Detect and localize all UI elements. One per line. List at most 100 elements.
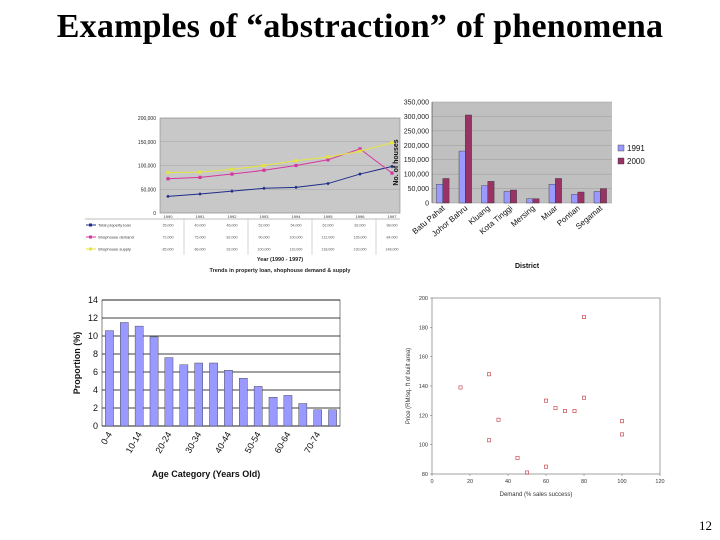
y-tick-label: 250,000 [404,128,429,135]
table-cell: 62,000 [323,224,334,228]
y-tick-label: 12 [88,313,98,323]
y-tick-label: 50,000 [141,187,157,193]
x-axis-label: District [515,263,540,270]
data-point [166,171,170,175]
x-tick-label: 100 [617,479,626,485]
x-tick-label: 1996 [356,214,366,219]
legend-label: Shophouse supply [98,247,131,252]
bar [555,178,562,204]
bar-chart-age-distribution: 0 2 4 6 8 10 12 14 0-4 10-14 20-24 30-34 40-44 50-54 6… [72,295,341,479]
x-tick-label: 50-54 [243,430,263,455]
x-tick-label: 120 [655,479,664,485]
x-axis-label: Age Category (Years Old) [152,469,261,479]
table-cell: 100,000 [258,248,271,252]
y-tick-label: 4 [93,385,98,395]
bar [510,189,517,204]
series-line-1 [167,148,393,180]
data-point [358,149,362,153]
scatter-point [487,372,491,377]
y-tick-label: 100,000 [138,164,156,170]
data-point [230,167,234,171]
series-line-0 [167,165,393,197]
table-cell: 72,000 [163,236,174,240]
bar [577,191,585,204]
bar [571,194,579,204]
x-tick-label: 40 [505,479,511,485]
y-tick-label: 160 [419,355,428,361]
scatter-point [458,385,463,390]
table-cell: 90,000 [259,236,270,240]
table-cell: 100,000 [290,236,303,240]
x-tick-label: 1992 [228,214,238,219]
y-tick-label: 300,000 [404,114,429,121]
legend-marker [89,247,92,251]
series-line-2 [167,142,393,174]
data-point [262,163,266,168]
x-tick-label: 20-24 [153,430,173,455]
line-chart-property-trends: 0 50,000 100,000 150,000 200,000 1990 1991 1992… [85,116,401,274]
scatter-point [582,315,586,319]
y-tick-label: 0 [153,211,156,217]
table-cell: 35,000 [163,224,174,228]
bar [120,322,129,427]
y-tick-label: 150,000 [404,157,429,164]
legend-label: 2000 [627,157,645,166]
table-cell: 46,000 [227,224,238,228]
x-tick-label: 20 [467,479,473,485]
scatter-point [544,464,548,469]
data-point [262,168,266,172]
y-tick-label: 50,000 [408,186,430,193]
table-cell: 40,000 [195,224,206,228]
legend-marker [89,223,92,227]
scatter-point [487,438,491,443]
table-cell: 54,000 [291,224,302,228]
chart-caption: Trends in property loan, shophouse deman… [210,268,352,274]
x-tick-label: 1993 [260,214,270,219]
table-cell: 84,000 [387,236,398,240]
bar [600,188,607,204]
bar-chart-houses-by-district: 0 50,000 100,000 150,000 200,000 250,000 300,0… [393,100,645,271]
data-point [326,155,330,159]
legend-swatch [617,157,625,165]
scatter-point [563,409,567,413]
y-tick-label: 80 [422,472,428,478]
table-cell: 130,000 [354,248,367,252]
table-cell: 92,000 [227,248,238,252]
y-axis-label: Proportion (%) [72,332,82,395]
bar [436,184,444,204]
table-cell: 98,000 [387,224,398,228]
data-point [198,175,202,179]
y-tick-label: 14 [88,295,98,305]
y-tick-label: 0 [425,201,429,208]
data-point [326,158,330,162]
data-point [294,159,298,163]
legend-label: 1991 [627,144,645,153]
y-tick-label: 6 [93,367,98,377]
bar [548,184,556,204]
x-tick-label: 10-14 [124,430,144,455]
table-cell: 112,000 [322,236,335,240]
y-tick-label: 8 [93,349,98,359]
data-point [390,141,394,145]
y-tick-label: 100,000 [404,172,429,179]
x-tick-label: 1994 [292,214,302,219]
x-tick-label: 1997 [388,214,398,219]
y-tick-label: 120 [419,413,428,419]
y-tick-label: 10 [88,331,98,341]
x-tick-label: Mersing [509,204,537,229]
x-tick-label: 0 [430,479,433,485]
data-point [230,189,234,193]
data-point [166,177,170,181]
x-tick-label: 0-4 [99,430,114,446]
scatter-point [582,395,586,400]
x-tick-label: 1995 [324,214,334,219]
bar [593,191,601,204]
y-tick-label: 0 [93,421,98,431]
x-tick-label: 70-74 [302,430,322,455]
data-point [358,147,362,151]
scatter-chart-price-demand: 80 100 120 140 160 180 200 0 20 40 60 80 100 120 Price… [406,296,665,498]
data-point [390,171,394,175]
y-tick-label: 100 [419,443,428,449]
x-tick-label: 40-44 [213,430,233,455]
y-tick-label: 200 [419,296,428,302]
